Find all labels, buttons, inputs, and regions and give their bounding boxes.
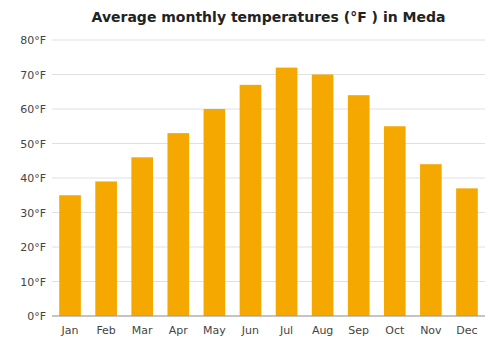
grid bbox=[52, 40, 485, 316]
x-tick-label: Apr bbox=[169, 324, 189, 337]
x-tick-label: Jan bbox=[61, 324, 79, 337]
y-tick-label: 20°F bbox=[20, 241, 46, 254]
y-tick-label: 40°F bbox=[20, 172, 46, 185]
bar bbox=[240, 85, 262, 316]
x-tick-label: Sep bbox=[348, 324, 369, 337]
y-tick-label: 30°F bbox=[20, 207, 46, 220]
y-tick-label: 80°F bbox=[20, 34, 46, 47]
y-tick-label: 60°F bbox=[20, 103, 46, 116]
x-tick-label: Oct bbox=[385, 324, 405, 337]
x-tick-label: Aug bbox=[312, 324, 333, 337]
bar bbox=[59, 195, 81, 316]
bar bbox=[276, 68, 298, 316]
bar bbox=[456, 188, 478, 316]
chart-container: Average monthly temperatures (°F ) in Me… bbox=[0, 0, 500, 350]
bar bbox=[131, 157, 153, 316]
bar bbox=[420, 164, 442, 316]
x-tick-label: Feb bbox=[96, 324, 115, 337]
y-tick-label: 50°F bbox=[20, 138, 46, 151]
x-tick-label: Dec bbox=[456, 324, 477, 337]
grid-line bbox=[52, 74, 485, 75]
bar bbox=[312, 75, 334, 317]
x-tick-label: May bbox=[203, 324, 226, 337]
bar bbox=[348, 95, 370, 316]
y-tick-label: 10°F bbox=[20, 276, 46, 289]
x-tick-label: Mar bbox=[132, 324, 153, 337]
x-tick-label: Nov bbox=[420, 324, 442, 337]
y-tick-label: 70°F bbox=[20, 69, 46, 82]
x-tick-label: Jul bbox=[279, 324, 293, 337]
x-axis-line bbox=[52, 316, 485, 317]
grid-line bbox=[52, 143, 485, 144]
chart: Average monthly temperatures (°F ) in Me… bbox=[0, 0, 500, 350]
bar bbox=[167, 133, 189, 316]
bar bbox=[384, 126, 406, 316]
title: Average monthly temperatures (°F ) in Me… bbox=[92, 9, 446, 25]
grid-line bbox=[52, 316, 485, 317]
grid-line bbox=[52, 109, 485, 110]
grid-line bbox=[52, 40, 485, 41]
bars bbox=[59, 68, 478, 316]
y-tick-label: 0°F bbox=[27, 310, 46, 323]
bar bbox=[95, 181, 117, 316]
bar bbox=[204, 109, 226, 316]
x-tick-label: Jun bbox=[241, 324, 259, 337]
